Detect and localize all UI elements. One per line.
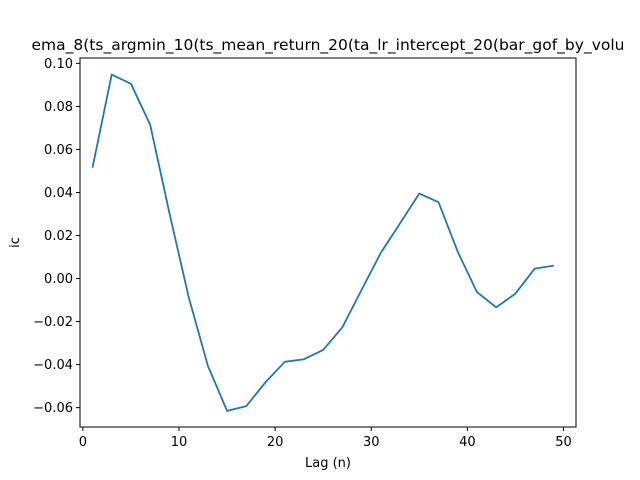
- x-tick-label: 50: [555, 435, 572, 450]
- y-tick-label: 0.08: [44, 100, 73, 115]
- y-tick-label: −0.04: [33, 358, 73, 373]
- y-tick-label: 0.10: [44, 57, 73, 72]
- x-tick-label: 40: [459, 435, 476, 450]
- x-tick-label: 20: [267, 435, 284, 450]
- x-tick-label: 10: [171, 435, 188, 450]
- y-tick-label: 0.02: [44, 229, 73, 244]
- x-tick-label: 30: [363, 435, 380, 450]
- x-tick-label: 0: [79, 435, 87, 450]
- series-line: [91, 73, 555, 412]
- y-axis-label: ic: [8, 237, 23, 248]
- plot-frame: [79, 57, 577, 428]
- y-tick-label: −0.06: [33, 401, 73, 416]
- chart-title: ema_8(ts_argmin_10(ts_mean_return_20(ta_…: [32, 36, 625, 55]
- series-layer: [91, 73, 555, 412]
- x-axis-label: Lag (n): [305, 456, 351, 471]
- x-axis: 0 10 20 30 40 50: [79, 427, 572, 450]
- y-tick-label: 0.06: [44, 143, 73, 158]
- y-tick-label: 0.04: [44, 186, 73, 201]
- y-axis: −0.06 −0.04 −0.02 0.00 0.02 0.04 0.06 0.08 0.10: [33, 57, 80, 416]
- y-tick-label: −0.02: [33, 315, 73, 330]
- y-tick-label: 0.00: [44, 272, 73, 287]
